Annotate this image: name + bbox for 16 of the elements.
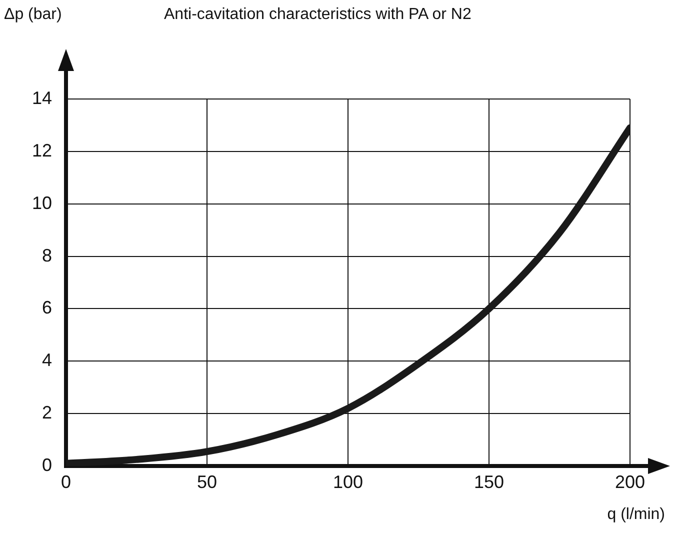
y-tick-label: 4 (42, 350, 52, 370)
x-tick-label: 150 (474, 472, 504, 492)
y-tick-label: 2 (42, 402, 52, 423)
y-tick-label: 6 (42, 298, 52, 318)
chart-title: Anti-cavitation characteristics with PA or N2 (164, 6, 472, 24)
y-tick-label: 0 (42, 454, 52, 475)
x-tick-label: 0 (60, 472, 72, 492)
y-tick-label: 10 (32, 192, 52, 213)
y-tick-label: 8 (42, 245, 52, 266)
x-tick-label: 200 (614, 472, 646, 492)
x-tick-label: 100 (332, 472, 364, 492)
y-tick-label: 14 (32, 88, 52, 108)
x-tick-label: 50 (196, 472, 218, 492)
y-tick-label: 12 (32, 140, 52, 160)
x-axis-title: q (l/min) (607, 506, 665, 524)
y-axis-title: Δp (bar) (4, 6, 62, 24)
